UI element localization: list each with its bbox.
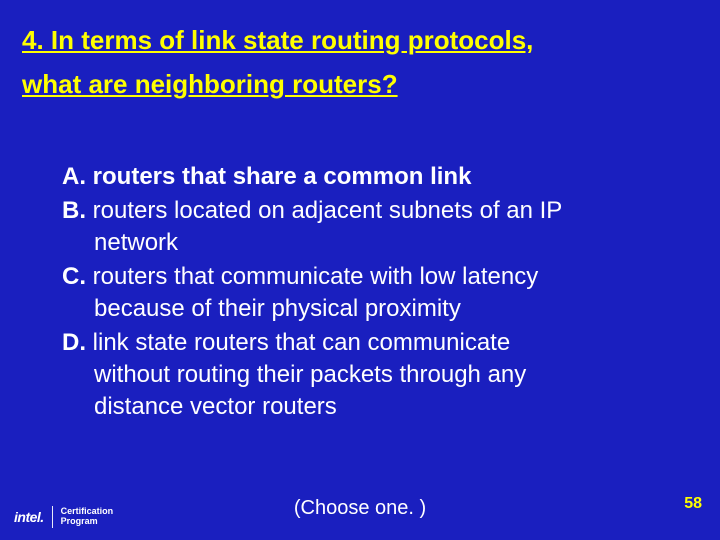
answer-c-line2: because of their physical proximity	[62, 293, 665, 325]
question-line1: 4. In terms of link state routing protoc…	[22, 25, 533, 55]
answer-d-line2: without routing their packets through an…	[62, 359, 665, 391]
answer-list: A. routers that share a common link B. r…	[0, 106, 720, 422]
question-line2: what are neighboring routers?	[22, 69, 398, 99]
question-heading: 4. In terms of link state routing protoc…	[0, 0, 720, 106]
cert-line2: Program	[61, 517, 114, 527]
answer-a-text: routers that share a common link	[93, 163, 472, 190]
answer-d-line3: distance vector routers	[62, 391, 665, 423]
answer-c-line1: routers that communicate with low latenc…	[93, 263, 539, 290]
answer-c: C. routers that communicate with low lat…	[62, 261, 665, 325]
page-number: 58	[684, 495, 702, 513]
answer-a: A. routers that share a common link	[62, 161, 665, 193]
answer-b: B. routers located on adjacent subnets o…	[62, 195, 665, 259]
certification-program-label: Certification Program	[61, 507, 114, 527]
intel-brand-text: intel	[14, 509, 40, 525]
answer-c-letter: C.	[62, 263, 86, 290]
logo-divider-icon	[52, 506, 53, 528]
answer-b-letter: B.	[62, 197, 86, 224]
footer-logo: intel. Certification Program	[14, 506, 113, 528]
intel-logo-icon: intel.	[14, 509, 44, 525]
answer-d-line1: link state routers that can communicate	[93, 329, 511, 356]
answer-d: D. link state routers that can communica…	[62, 327, 665, 423]
answer-b-line2: network	[62, 227, 665, 259]
answer-b-line1: routers located on adjacent subnets of a…	[93, 197, 563, 224]
answer-d-letter: D.	[62, 329, 86, 356]
answer-a-letter: A.	[62, 163, 86, 190]
intel-dot: .	[40, 509, 43, 525]
